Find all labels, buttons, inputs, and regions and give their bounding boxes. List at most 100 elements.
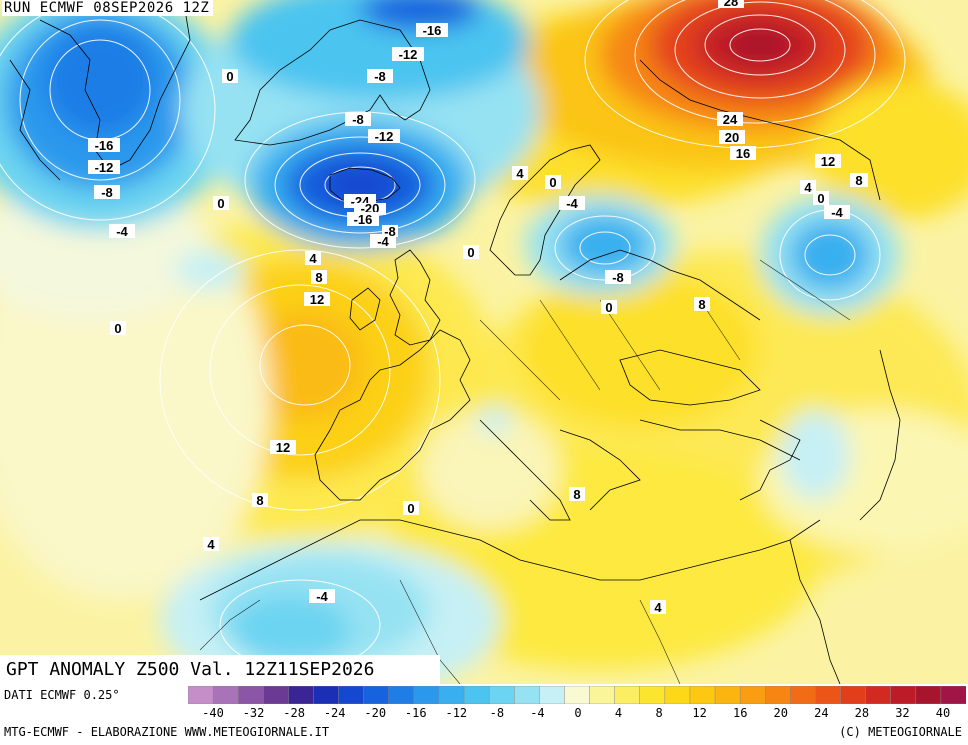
- colorbar-swatch: [815, 686, 842, 704]
- colorbar-tick-label: 16: [732, 706, 748, 720]
- colorbar-swatch: [639, 686, 666, 704]
- svg-text:4: 4: [516, 166, 524, 181]
- svg-text:-8: -8: [352, 112, 364, 127]
- svg-text:-4: -4: [116, 224, 128, 239]
- svg-text:0: 0: [467, 245, 474, 260]
- contour-labels: 28 24 20 16 12 8 4 0 -4 -16 -12 -8 -12 -…: [88, 0, 868, 615]
- colorbar-tick-label: 20: [773, 706, 788, 720]
- contour-label: 0: [403, 501, 419, 516]
- svg-text:4: 4: [654, 600, 662, 615]
- contour-label: 12: [815, 154, 841, 169]
- contour-label: -16: [416, 23, 448, 38]
- colorbar-swatch: [313, 686, 340, 704]
- contour-label: -8: [345, 112, 371, 127]
- svg-text:8: 8: [256, 493, 263, 508]
- contour-label: -4: [370, 234, 396, 249]
- contour-label: 0: [213, 196, 229, 211]
- svg-text:0: 0: [407, 501, 414, 516]
- svg-text:0: 0: [114, 321, 121, 336]
- colorbar-tick-label: -8: [489, 706, 505, 720]
- svg-text:8: 8: [698, 297, 705, 312]
- colorbar-swatch: [614, 686, 641, 704]
- svg-text:4: 4: [804, 180, 812, 195]
- contour-label: -12: [88, 160, 120, 175]
- contour-label: -8: [367, 69, 393, 84]
- contour-label: 8: [694, 297, 710, 312]
- contour-label: 0: [813, 191, 829, 206]
- colorbar-tick-label: -20: [364, 706, 387, 720]
- colorbar-tick-label: 12: [692, 706, 707, 720]
- svg-text:-16: -16: [423, 23, 442, 38]
- colorbar-tick-label: -16: [404, 706, 427, 720]
- contour-label: -4: [559, 196, 585, 211]
- colorbar-swatch: [739, 686, 766, 704]
- contour-label: 4: [512, 166, 528, 181]
- svg-text:-4: -4: [377, 234, 389, 249]
- colorbar-tick-label: -12: [445, 706, 468, 720]
- svg-text:4: 4: [309, 251, 317, 266]
- colorbar-swatch: [188, 686, 214, 704]
- svg-text:8: 8: [315, 270, 322, 285]
- colorbar-swatch: [438, 686, 465, 704]
- svg-text:-8: -8: [374, 69, 386, 84]
- contour-label: 20: [719, 130, 745, 145]
- colorbar-tick-label: 4: [614, 706, 623, 720]
- map-title: GPT ANOMALY Z500 Val. 12Z11SEP2026: [0, 655, 440, 684]
- colorbar-swatch: [539, 686, 566, 704]
- svg-text:-12: -12: [399, 47, 418, 62]
- contour-label: 0: [601, 300, 617, 315]
- colorbar-swatch: [664, 686, 691, 704]
- contour-label: 4: [650, 600, 666, 615]
- anomaly-field: [0, 0, 968, 684]
- svg-text:0: 0: [217, 196, 224, 211]
- svg-text:-16: -16: [95, 138, 114, 153]
- svg-text:12: 12: [310, 292, 324, 307]
- colorbar-tick-label: 28: [854, 706, 870, 720]
- credit-label: MTG-ECMWF - ELABORAZIONE WWW.METEOGIORNA…: [4, 725, 330, 739]
- contour-label: 16: [730, 146, 756, 161]
- colorbar-tick-label: 24: [814, 706, 829, 720]
- contour-label: -4: [309, 589, 335, 604]
- contour-label: 4: [800, 180, 816, 195]
- contour-label: 24: [717, 112, 743, 127]
- anomaly-map: 28 24 20 16 12 8 4 0 -4 -16 -12 -8 -12 -…: [0, 0, 968, 684]
- svg-text:12: 12: [276, 440, 290, 455]
- colorbar-swatch: [689, 686, 716, 704]
- colorbar-ticks: -40 -32 -28 -24 -20 -16 -12 -8 -4 0 4 8 12 16 20 24 28 32…: [0, 706, 968, 722]
- svg-text:4: 4: [207, 537, 215, 552]
- svg-text:-12: -12: [375, 129, 394, 144]
- contour-label: 4: [305, 251, 321, 266]
- contour-label: -12: [368, 129, 400, 144]
- colorbar-swatch: [714, 686, 741, 704]
- svg-text:0: 0: [605, 300, 612, 315]
- data-source-label: DATI ECMWF 0.25°: [4, 688, 120, 702]
- contour-label: 8: [311, 270, 327, 285]
- colorbar-tick-label: 40: [935, 706, 951, 720]
- contour-label: 0: [222, 69, 238, 84]
- svg-text:-16: -16: [354, 212, 373, 227]
- colorbar-swatch: [413, 686, 440, 704]
- contour-label: 28: [718, 0, 744, 9]
- colorbar-swatch: [790, 686, 816, 704]
- colorbar-swatch: [840, 686, 867, 704]
- colorbar-swatch: [463, 686, 490, 704]
- contour-label: -8: [605, 270, 631, 285]
- svg-text:12: 12: [821, 154, 835, 169]
- colorbar-swatch: [564, 686, 591, 704]
- svg-text:0: 0: [549, 175, 556, 190]
- colorbar-swatch: [338, 686, 365, 704]
- colorbar-swatch: [890, 686, 917, 704]
- contour-label: -4: [824, 205, 850, 220]
- colorbar-tick-label: -40: [202, 706, 224, 720]
- svg-text:0: 0: [226, 69, 233, 84]
- svg-text:-8: -8: [101, 185, 113, 200]
- contour-label: 4: [203, 537, 219, 552]
- svg-text:0: 0: [817, 191, 824, 206]
- colorbar: [188, 686, 966, 704]
- colorbar-swatch: [488, 686, 515, 704]
- contour-label: -16: [347, 212, 379, 227]
- colorbar-swatch: [589, 686, 616, 704]
- colorbar-tick-label: -32: [242, 706, 265, 720]
- contour-label: 0: [110, 321, 126, 336]
- colorbar-swatch: [865, 686, 892, 704]
